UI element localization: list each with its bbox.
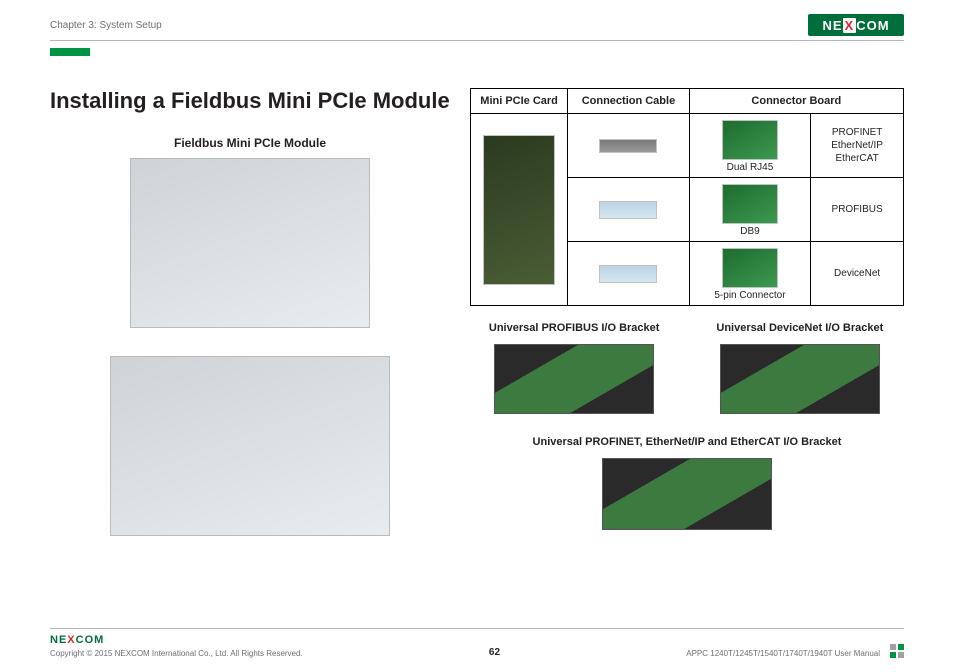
cell-cable-3 <box>568 242 690 306</box>
footer-decoration <box>890 644 904 658</box>
page-footer: NEXCOM Copyright © 2015 NEXCOM Internati… <box>50 628 904 658</box>
footer-brand-post: COM <box>76 634 105 646</box>
table-head: Mini PCIe Card Connection Cable Connecto… <box>471 89 904 114</box>
module-photo-closed-box <box>130 158 370 328</box>
th-board: Connector Board <box>689 89 903 114</box>
cell-cable-1 <box>568 114 690 178</box>
brand-logo: NEXCOM <box>808 14 904 36</box>
cell-board-1: Dual RJ45 <box>689 114 811 178</box>
table-body: Dual RJ45 PROFINET EtherNet/IP EtherCAT … <box>471 114 904 306</box>
chapter-label: Chapter 3: System Setup <box>50 20 162 31</box>
connector-table: Mini PCIe Card Connection Cable Connecto… <box>470 88 904 306</box>
bracket-image-profinet <box>602 458 772 530</box>
module-caption: Fieldbus Mini PCIe Module <box>50 136 450 150</box>
page-number: 62 <box>489 647 500 658</box>
manual-name: APPC 1240T/1245T/1540T/1740T/1940T User … <box>686 649 880 658</box>
conn-label-3: 5-pin Connector <box>696 290 805 301</box>
th-card: Mini PCIe Card <box>471 89 568 114</box>
cable-image-thin <box>599 139 657 153</box>
proto-2: PROFIBUS <box>811 178 904 242</box>
footer-brand-pre: NE <box>50 634 67 646</box>
proto-3: DeviceNet <box>811 242 904 306</box>
bracket-col-devicenet: Universal DeviceNet I/O Bracket <box>696 322 904 414</box>
page-header: Chapter 3: System Setup NEXCOM <box>50 14 904 41</box>
conn-label-2: DB9 <box>696 226 805 237</box>
cell-board-2: DB9 <box>689 178 811 242</box>
module-photo-open-box <box>110 356 390 536</box>
content: Installing a Fieldbus Mini PCIe Module F… <box>50 88 904 626</box>
cell-board-3: 5-pin Connector <box>689 242 811 306</box>
footer-left: NEXCOM Copyright © 2015 NEXCOM Internati… <box>50 633 303 658</box>
green-tab <box>50 48 90 56</box>
th-cable: Connection Cable <box>568 89 690 114</box>
bracket-label-devicenet: Universal DeviceNet I/O Bracket <box>696 322 904 334</box>
cell-cable-2 <box>568 178 690 242</box>
board-image-db9 <box>722 184 778 224</box>
right-column: Mini PCIe Card Connection Cable Connecto… <box>470 88 904 626</box>
footer-brand-x: X <box>67 634 75 646</box>
proto-1: PROFINET EtherNet/IP EtherCAT <box>811 114 904 178</box>
brand-pre: NE <box>822 18 842 33</box>
cell-minipcie-image <box>471 114 568 306</box>
bracket-image-profibus <box>494 344 654 414</box>
brand-post: COM <box>856 18 889 33</box>
footer-logo: NEXCOM <box>50 633 114 647</box>
cable-image-flat-2 <box>599 265 657 283</box>
bracket-image-devicenet <box>720 344 880 414</box>
copyright-text: Copyright © 2015 NEXCOM International Co… <box>50 649 303 658</box>
page-title: Installing a Fieldbus Mini PCIe Module <box>50 88 450 114</box>
bracket-label-profibus: Universal PROFIBUS I/O Bracket <box>470 322 678 334</box>
bracket-col-profibus: Universal PROFIBUS I/O Bracket <box>470 322 678 414</box>
board-image-rj45 <box>722 120 778 160</box>
cable-image-flat-1 <box>599 201 657 219</box>
table-row: Dual RJ45 PROFINET EtherNet/IP EtherCAT <box>471 114 904 178</box>
conn-label-1: Dual RJ45 <box>696 162 805 173</box>
minipcie-card-image <box>483 135 555 285</box>
board-image-5pin <box>722 248 778 288</box>
bracket-label-profinet: Universal PROFINET, EtherNet/IP and Ethe… <box>470 436 904 448</box>
brand-x: X <box>843 18 857 33</box>
bracket-row-top: Universal PROFIBUS I/O Bracket Universal… <box>470 322 904 414</box>
left-column: Installing a Fieldbus Mini PCIe Module F… <box>50 88 470 626</box>
